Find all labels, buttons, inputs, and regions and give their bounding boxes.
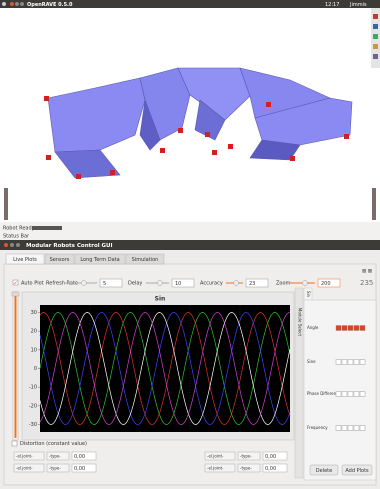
y-tick-label: -20	[29, 403, 37, 409]
window-title: Modular Robots Control GUI	[26, 243, 113, 249]
side-tab[interactable]: Sin	[306, 291, 311, 298]
add-plots-label: Add Plots	[345, 468, 369, 474]
plot-area	[40, 305, 290, 432]
y-tick-label: 10	[31, 347, 37, 353]
module-box[interactable]	[360, 326, 365, 331]
module-box[interactable]	[336, 426, 341, 431]
slider-handle[interactable]	[157, 281, 162, 286]
y-tick-label: -10	[29, 385, 37, 391]
tool-icon[interactable]	[373, 34, 378, 39]
module-box[interactable]	[342, 426, 347, 431]
row-label: Sine	[307, 359, 316, 364]
tab-label: Live Plots	[13, 257, 37, 263]
minimize-button[interactable]	[15, 2, 19, 6]
spin-value: 10	[175, 281, 181, 287]
slider-fill	[15, 296, 17, 438]
tab-label: Simulation	[132, 257, 159, 263]
value-label: 0,00	[74, 454, 85, 460]
tool-icon[interactable]	[373, 54, 378, 59]
row-label: Angle	[307, 325, 319, 330]
page: OpenRAVE 0.5.0 12:17 Jimmis Robot Ready …	[0, 0, 380, 489]
status-bar: Status Bar	[3, 234, 30, 240]
joint-label: -el.joint-	[207, 466, 224, 471]
checkbox[interactable]	[12, 441, 17, 446]
joint-label: -el.joint-	[16, 454, 33, 459]
side-tab[interactable]: Module Select	[298, 308, 303, 337]
counter: 235	[360, 279, 373, 287]
clock: 12:17	[325, 2, 339, 8]
value-label: 0,00	[265, 466, 276, 472]
module-box[interactable]	[348, 326, 353, 331]
slider-handle[interactable]	[234, 281, 239, 286]
module-box[interactable]	[360, 392, 365, 397]
type-label: -type-	[49, 454, 61, 459]
module-box[interactable]	[348, 360, 353, 365]
type-label: -type-	[49, 466, 61, 471]
minimize-button[interactable]	[10, 243, 14, 247]
value-label: 0,00	[74, 466, 85, 472]
joint-label: -el.joint-	[16, 466, 33, 471]
value-label: 0,00	[265, 454, 276, 460]
control-label: Delay	[128, 281, 142, 287]
module-box[interactable]	[360, 426, 365, 431]
status-area	[0, 222, 380, 240]
plot-title: Sin	[155, 296, 166, 303]
type-label: -type-	[240, 454, 252, 459]
progress-bar	[32, 226, 62, 230]
app-title: OpenRAVE 0.5.0	[27, 2, 73, 8]
menu-icon[interactable]	[2, 2, 6, 6]
module-box[interactable]	[342, 360, 347, 365]
module-box[interactable]	[348, 392, 353, 397]
robot-status: Robot Ready	[3, 226, 35, 232]
module-box[interactable]	[354, 326, 359, 331]
y-tick-label: 0	[34, 366, 37, 372]
screen: OpenRAVE 0.5.0 12:17 Jimmis Robot Ready …	[0, 0, 380, 489]
module-box[interactable]	[336, 326, 341, 331]
module-box[interactable]	[354, 360, 359, 365]
module-box[interactable]	[336, 360, 341, 365]
module-box[interactable]	[354, 392, 359, 397]
slider-handle[interactable]	[81, 281, 86, 286]
auto-plot-label: Auto Plot	[21, 281, 44, 287]
row-label: Frequency	[307, 425, 328, 430]
spin-value: 200	[321, 281, 331, 287]
module-box[interactable]	[342, 392, 347, 397]
distortion-label: Distortion (constant value)	[20, 441, 87, 447]
check-mark: ✓	[14, 281, 18, 287]
y-tick-label: 20	[31, 329, 37, 335]
tool-icon[interactable]	[373, 24, 378, 29]
close-button[interactable]	[10, 2, 14, 6]
spin-value: 23	[249, 281, 255, 287]
joint-label: -el.joint-	[207, 454, 224, 459]
type-label: -type-	[240, 466, 252, 471]
y-tick-label: 30	[31, 310, 37, 316]
close-button[interactable]	[4, 243, 8, 247]
module-box[interactable]	[342, 326, 347, 331]
tab-label: Long Term Data	[80, 257, 119, 263]
scroll-strip	[372, 188, 376, 220]
maximize-button[interactable]	[16, 243, 20, 247]
module-box[interactable]	[360, 360, 365, 365]
module-box[interactable]	[336, 392, 341, 397]
scroll-strip	[4, 188, 8, 220]
delete-label: Delete	[316, 468, 332, 474]
tool-icon[interactable]	[373, 14, 378, 19]
slider-handle[interactable]	[12, 292, 19, 296]
slider-handle[interactable]	[303, 281, 308, 286]
tool-icon[interactable]	[373, 44, 378, 49]
tab-label: Sensors	[50, 257, 70, 263]
control-label: Zoom	[276, 281, 291, 287]
control-label: Accuracy	[200, 281, 223, 287]
module-box[interactable]	[354, 426, 359, 431]
module-box[interactable]	[348, 426, 353, 431]
y-tick-label: -30	[29, 422, 37, 428]
maximize-button[interactable]	[20, 2, 24, 6]
panel-icon[interactable]: ⊠ ⊠	[362, 269, 372, 275]
user: Jimmis	[349, 2, 367, 8]
spin-value: 5	[103, 281, 106, 287]
